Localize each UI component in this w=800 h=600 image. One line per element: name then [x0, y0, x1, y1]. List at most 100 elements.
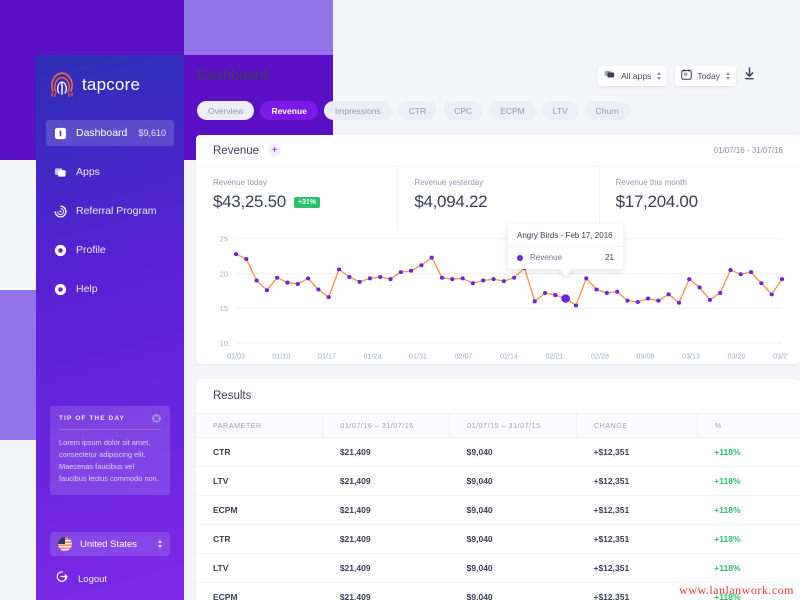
chart-point [748, 270, 754, 275]
tab-cpc[interactable]: CPC [443, 101, 484, 120]
chart-point [532, 299, 537, 304]
table-row[interactable]: ECPM $21,409 $9,040 +$12,351 +118% [196, 495, 800, 525]
chart-point [326, 295, 331, 300]
legend-dot-icon [517, 254, 523, 261]
tab-label: CTR [408, 105, 427, 116]
table-row[interactable]: LTV $21,409 $9,040 +$12,351 +118% [196, 466, 800, 496]
date-filter-dropdown[interactable]: Today [675, 66, 736, 86]
table-cell: +118% [697, 582, 800, 600]
tab-impressions[interactable]: Impressions [323, 101, 392, 120]
plus-icon[interactable]: + [268, 144, 282, 157]
chart-point [666, 292, 671, 297]
chart-point-highlighted [561, 294, 571, 303]
x-axis-tick-label: 02/14 [500, 353, 518, 360]
stat-value: $17,204.00 [615, 192, 698, 211]
chart-point [254, 278, 259, 283]
table-cell: LTV [196, 553, 323, 583]
logout-label: Logout [78, 573, 108, 585]
help-icon [53, 282, 68, 297]
tab-ctr[interactable]: CTR [397, 101, 438, 120]
chart-point [481, 278, 486, 283]
tab-revenue[interactable]: Revenue [260, 101, 318, 120]
table-column-header: 01/07/15 – 31/07/15 [449, 413, 577, 438]
table-header-row: PARAMETER 01/07/16 – 31/07/16 01/07/15 – 3… [196, 413, 800, 438]
sidebar: tapcore Dashboard $9,610 Apps [36, 55, 184, 600]
chart-point [584, 276, 589, 281]
chart-point [615, 289, 620, 294]
chart-point [378, 275, 383, 280]
table-cell: +$12,351 [576, 553, 698, 583]
status-badge: +31% [293, 196, 321, 208]
chart-point [409, 268, 414, 273]
table-cell: +$12,351 [576, 582, 698, 600]
country-selector[interactable]: United States [50, 532, 170, 556]
revenue-stats: Revenue today $43,25.50 +31% Revenue yes… [196, 167, 800, 229]
revenue-card-title: Revenue [213, 144, 260, 157]
sidebar-item-dashboard[interactable]: Dashboard $9,610 [46, 120, 174, 146]
tip-header: TIP OF THE DAY [59, 414, 161, 430]
fingerprint-icon [50, 72, 74, 98]
stat-label: Revenue today [213, 178, 267, 187]
main-content: Dashboard All apps Today [196, 55, 800, 600]
table-column-header: % [696, 413, 800, 438]
table-column-header: 01/07/16 – 31/07/16 [322, 413, 450, 438]
chart-point [604, 290, 609, 295]
table-cell: $9,040 [449, 582, 577, 600]
x-axis-tick-label: 01/03 [227, 353, 245, 360]
chart-point [728, 268, 733, 273]
table-cell: $21,409 [322, 582, 450, 600]
download-button[interactable] [744, 67, 755, 85]
tab-churn[interactable]: Churn [584, 101, 630, 120]
tab-overview[interactable]: Overview [197, 101, 255, 120]
brand-logo[interactable]: tapcore [36, 55, 184, 98]
chart-point [491, 277, 496, 282]
table-cell: +$12,351 [576, 437, 698, 467]
table-cell: +118% [697, 495, 800, 525]
stat-revenue-this-month: Revenue this month $17,204.00 [598, 167, 800, 229]
tab-label: ECPM [500, 105, 525, 116]
stat-label: Revenue this month [615, 178, 687, 187]
chart-point [388, 277, 393, 282]
sidebar-item-label: Dashboard [76, 127, 128, 139]
tooltip-title: Angry Birds - Feb 17, 2016 [508, 224, 623, 247]
tab-ltv[interactable]: LTV [541, 101, 579, 120]
x-axis-tick-label: 01/24 [363, 353, 381, 360]
table-row[interactable]: CTR $21,409 $9,040 +$12,351 +118% [196, 524, 800, 554]
apps-filter-dropdown[interactable]: All apps [598, 66, 668, 86]
chart-point [697, 285, 702, 290]
logout-icon [54, 570, 69, 588]
table-row[interactable]: LTV $21,409 $9,040 +$12,351 +118% [196, 553, 800, 583]
metric-tabs: Overview Revenue Impressions CTR CPC ECP… [196, 101, 800, 120]
chart-point [398, 270, 403, 275]
country-label: United States [80, 538, 138, 550]
sidebar-item-label: Help [76, 283, 98, 295]
chart-point [264, 288, 270, 293]
sidebar-item-label: Apps [76, 166, 100, 178]
tab-ecpm[interactable]: ECPM [489, 101, 536, 120]
close-icon[interactable] [152, 414, 161, 423]
chart-point [553, 293, 558, 298]
chart-point [718, 290, 723, 295]
chart-point [347, 275, 352, 280]
sidebar-item-referral-program[interactable]: Referral Program [46, 198, 174, 224]
sidebar-item-help[interactable]: Help [46, 276, 174, 302]
chart-line [235, 253, 783, 307]
profile-icon [53, 243, 68, 258]
date-filter-label: Today [697, 71, 720, 81]
chart-point [645, 296, 651, 301]
page-title: Dashboard [197, 68, 268, 84]
logout-button[interactable]: Logout [54, 570, 107, 588]
sidebar-item-label: Referral Program [76, 205, 157, 217]
sidebar-item-profile[interactable]: Profile [46, 237, 174, 263]
table-cell: ECPM [196, 495, 323, 525]
table-cell: $21,409 [322, 524, 450, 554]
sidebar-item-apps[interactable]: Apps [46, 159, 174, 185]
table-cell: +118% [697, 553, 800, 583]
download-icon [744, 67, 755, 85]
y-axis-tick-label: 15 [220, 304, 228, 313]
x-axis-tick-label: 02/07 [454, 353, 472, 360]
table-row[interactable]: CTR $21,409 $9,040 +$12,351 +118% [196, 437, 800, 467]
table-row[interactable]: ECPM $21,409 $9,040 +$12,351 +118% [196, 582, 800, 600]
tab-label: CPC [454, 105, 473, 116]
revenue-chart: 10 15 20 25 01/03 01/10 01/17 01/24 01/31 02/07 02… [196, 224, 800, 364]
